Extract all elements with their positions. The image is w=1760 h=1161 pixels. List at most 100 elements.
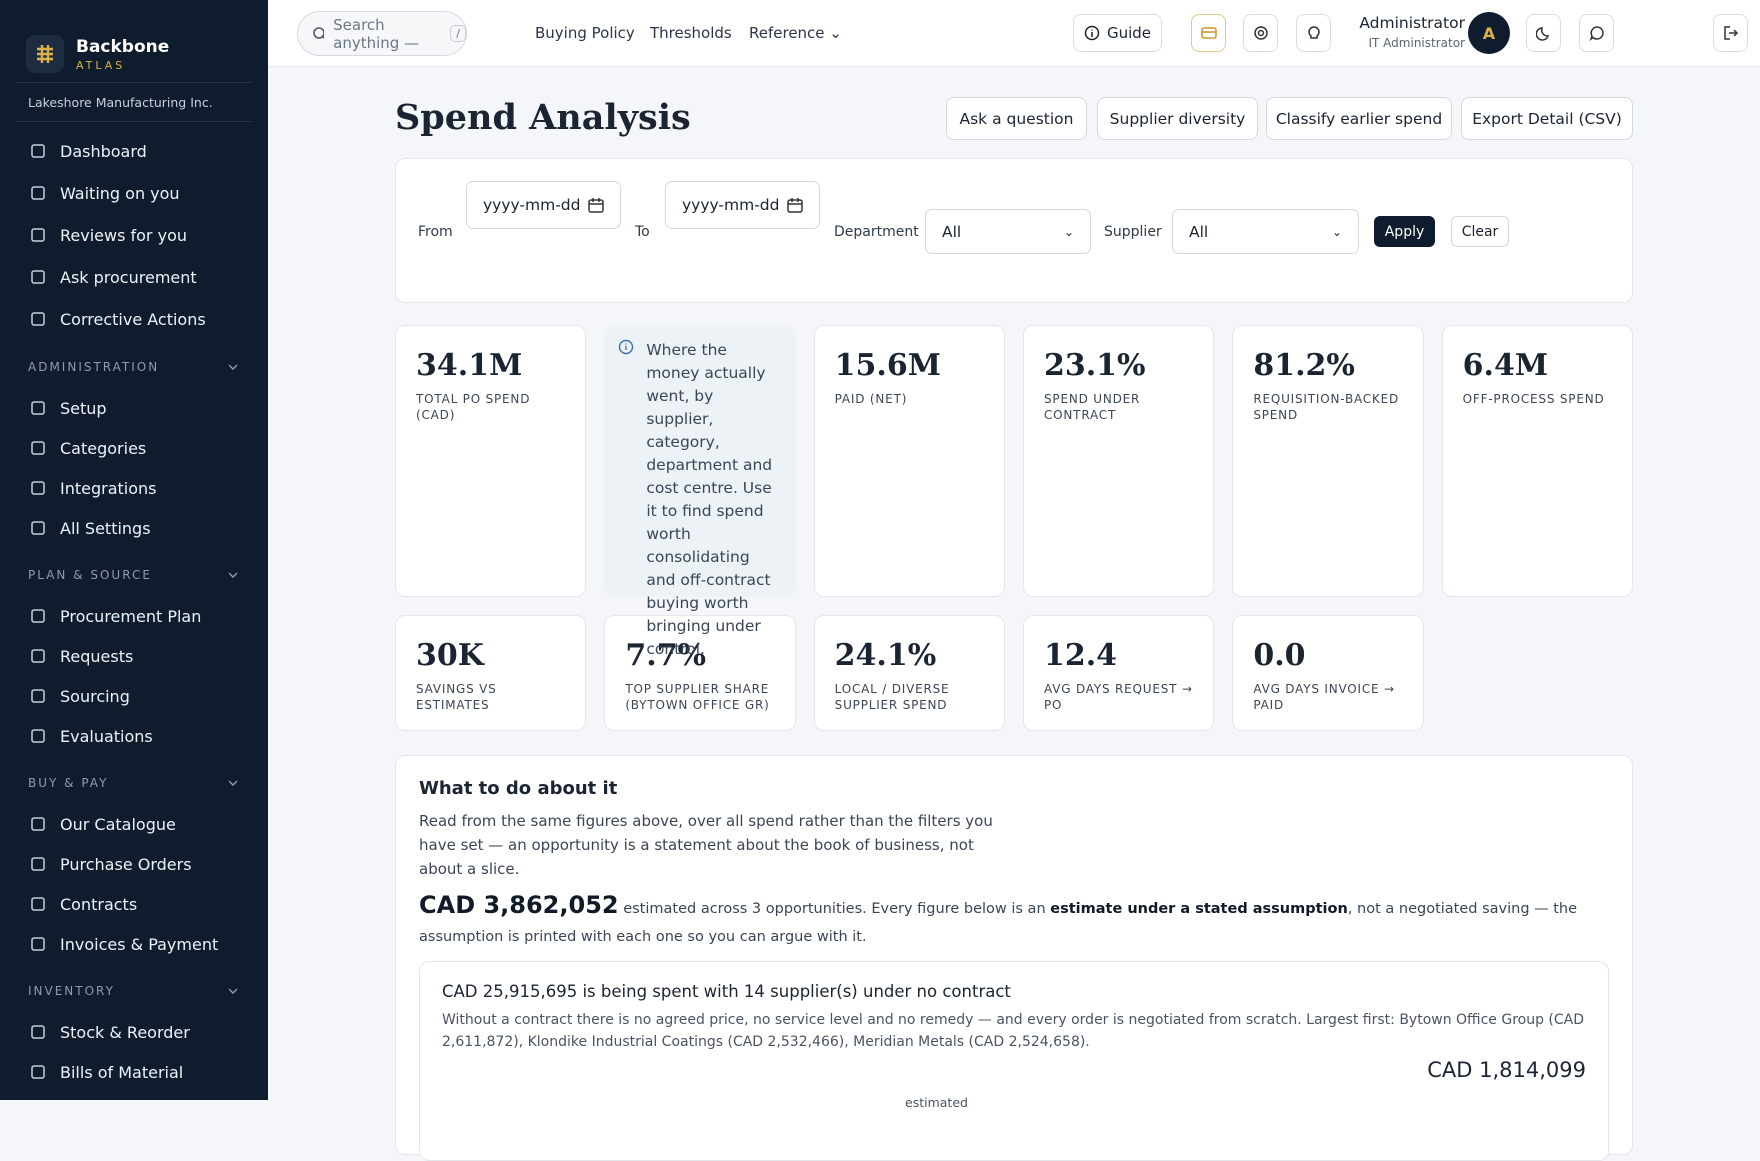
nav-item[interactable]: Reviews for you: [0, 214, 268, 256]
search[interactable]: Search anything — /: [297, 11, 467, 56]
nav-item[interactable]: Evaluations: [0, 716, 268, 756]
top-link[interactable]: Buying Policy: [535, 24, 635, 42]
nav-section: PLAN & SOURCE Procurement Plan Requests Sou…: [0, 554, 268, 756]
nav-icon: [31, 441, 45, 455]
info-icon: [619, 339, 634, 355]
nav-icon: [31, 1065, 45, 1079]
avatar[interactable]: A: [1468, 12, 1510, 54]
page-title: Spend Analysis: [395, 97, 691, 138]
kpi-card: 0.0 AVG DAYS INVOICE → PAID: [1232, 615, 1424, 731]
nav-item[interactable]: Stock & Reorder: [0, 1012, 268, 1052]
kpi-value: 7.7%: [625, 638, 707, 673]
search-placeholder: Search anything —: [333, 15, 420, 52]
nav-item[interactable]: Sourcing: [0, 676, 268, 716]
kpi-card: 34.1M TOTAL PO SPEND (CAD): [395, 325, 587, 597]
select[interactable]: All ⌄: [925, 209, 1091, 254]
nav-label: Reviews for you: [60, 225, 187, 245]
icon-button[interactable]: [1243, 14, 1278, 52]
brand-sub: ATLAS: [76, 58, 126, 72]
nav-section: ADMINISTRATION Setup Categories Integration…: [0, 346, 268, 548]
nav-icon: [31, 521, 45, 535]
kpi-label: PAID (NET): [834, 392, 908, 406]
nav-item[interactable]: Categories: [0, 428, 268, 468]
nav-item[interactable]: Waiting on you: [0, 172, 268, 214]
kpi-card: 81.2% REQUISITION-BACKED SPEND: [1232, 325, 1424, 597]
nav-item[interactable]: Procurement Plan: [0, 596, 268, 636]
nav-icon: [31, 270, 45, 284]
top-link[interactable]: Reference ⌄: [749, 24, 842, 42]
nav-icon: [31, 817, 45, 831]
nav-section-head[interactable]: ADMINISTRATION: [0, 346, 268, 388]
chevron: [228, 364, 238, 370]
kpi-label: OFF-PROCESS SPEND: [1462, 392, 1605, 406]
nav-icon: [31, 401, 45, 415]
nav-item[interactable]: Corrective Actions: [0, 298, 268, 340]
nav-item[interactable]: All Settings: [0, 508, 268, 548]
user-role: IT Administrator: [1368, 36, 1466, 50]
nav-icon: [31, 729, 45, 743]
chevron: [228, 780, 238, 786]
nav-item[interactable]: Setup: [0, 388, 268, 428]
nav-item[interactable]: Dashboard: [0, 130, 268, 172]
nav-icon: [31, 897, 45, 911]
logo: [26, 35, 64, 73]
kpi-card: 6.4M OFF-PROCESS SPEND: [1441, 325, 1633, 597]
nav-item[interactable]: Integrations: [0, 468, 268, 508]
nav-icon: [31, 481, 45, 495]
clear-button[interactable]: Clear: [1451, 216, 1509, 247]
kpi-value: 15.6M: [834, 348, 941, 383]
nav-section-head[interactable]: PLAN & SOURCE: [0, 554, 268, 596]
kpi-label: LOCAL / DIVERSE SUPPLIER SPEND: [834, 682, 950, 712]
date-input[interactable]: yyyy-mm-dd: [466, 181, 621, 229]
top-link[interactable]: Thresholds: [650, 24, 732, 42]
guide-button[interactable]: Guide: [1073, 14, 1162, 52]
nav-section: INVENTORY Stock & Reorder Bills of Materia…: [0, 970, 268, 1100]
nav-section-title: BUY & PAY: [28, 776, 109, 790]
kpi-value: 30K: [416, 638, 484, 673]
action-button[interactable]: Export Detail (CSV): [1461, 97, 1633, 140]
nav-icon: [31, 857, 45, 871]
logout-button[interactable]: [1713, 14, 1748, 52]
nav-item[interactable]: Our Catalogue: [0, 804, 268, 844]
nav-icon: [31, 649, 45, 663]
nav-item[interactable]: Bills of Material: [0, 1052, 268, 1092]
section-intro: Read from the same figures above, over a…: [419, 812, 993, 878]
summary-text: , not a negotiated saving — the assumpti…: [419, 901, 1578, 945]
nav-icon: [31, 312, 45, 326]
filter-label: To: [635, 224, 650, 240]
summary: CAD 3,862,052 estimated across 3 opportu…: [419, 891, 1609, 951]
icon-button[interactable]: [1191, 14, 1226, 52]
nav-item[interactable]: Invoices & Payment: [0, 924, 268, 964]
action-button[interactable]: Supplier diversity: [1097, 97, 1258, 140]
apply-button[interactable]: Apply: [1374, 216, 1435, 247]
nav-item[interactable]: Requests: [0, 636, 268, 676]
nav-label: All Settings: [60, 518, 151, 538]
select[interactable]: All ⌄: [1172, 209, 1359, 254]
select-value: All: [942, 222, 962, 241]
action-button[interactable]: Ask a question: [946, 97, 1087, 140]
kpi-card: 15.6M PAID (NET): [813, 325, 1005, 597]
nav-label: Sourcing: [60, 686, 130, 706]
kpi-value: 34.1M: [416, 348, 523, 383]
nav-item[interactable]: Ask procurement: [0, 256, 268, 298]
nav-section-head[interactable]: BUY & PAY: [0, 762, 268, 804]
nav-icon: [31, 228, 45, 242]
kpi-label: REQUISITION-BACKED SPEND: [1253, 392, 1400, 422]
nav-icon: [31, 689, 45, 703]
nav-label: Procurement Plan: [60, 606, 202, 626]
nav-icon: [31, 144, 45, 158]
icon-button[interactable]: [1296, 14, 1331, 52]
nav-section-title: INVENTORY: [28, 984, 115, 998]
date-input[interactable]: yyyy-mm-dd: [665, 181, 820, 229]
nav-section-head[interactable]: INVENTORY: [0, 970, 268, 1012]
action-button[interactable]: Classify earlier spend: [1266, 97, 1452, 140]
icon-button[interactable]: [1526, 14, 1561, 52]
nav-item[interactable]: Contracts: [0, 884, 268, 924]
icon-button[interactable]: [1579, 14, 1614, 52]
kpi-value: 23.1%: [1043, 348, 1146, 383]
nav-item[interactable]: Replenishment Runs: [0, 1092, 268, 1100]
opportunity-title: CAD 25,915,695 is being spent with 14 su…: [442, 982, 1011, 1001]
user-name: Administrator: [1359, 14, 1465, 32]
nav-item[interactable]: Purchase Orders: [0, 844, 268, 884]
opportunity-note: estimated: [905, 1095, 968, 1110]
